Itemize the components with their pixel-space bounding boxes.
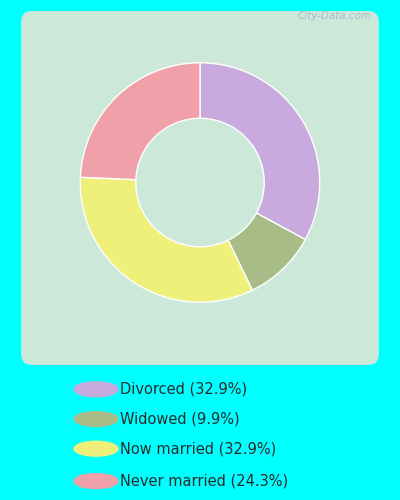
- Text: Never married (24.3%): Never married (24.3%): [120, 474, 288, 488]
- Text: City-Data.com: City-Data.com: [298, 11, 372, 21]
- Wedge shape: [80, 177, 252, 302]
- Wedge shape: [80, 63, 200, 180]
- Text: Widowed (9.9%): Widowed (9.9%): [120, 412, 240, 426]
- Text: Divorced (32.9%): Divorced (32.9%): [120, 382, 247, 397]
- Text: Marital status in Midvale, MT: Marital status in Midvale, MT: [53, 16, 347, 34]
- Circle shape: [74, 474, 118, 488]
- Wedge shape: [200, 63, 320, 240]
- FancyBboxPatch shape: [21, 11, 379, 365]
- Circle shape: [74, 382, 118, 396]
- Text: Now married (32.9%): Now married (32.9%): [120, 441, 276, 456]
- Circle shape: [74, 442, 118, 456]
- Circle shape: [74, 412, 118, 426]
- Wedge shape: [228, 213, 305, 290]
